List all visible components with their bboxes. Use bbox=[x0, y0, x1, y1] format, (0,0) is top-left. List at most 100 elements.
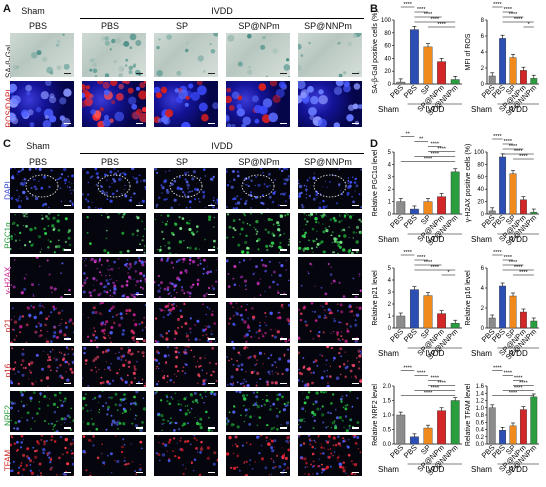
scale-bar bbox=[352, 427, 359, 429]
significance-stars: **** bbox=[519, 270, 528, 276]
y-tick-label: 80 bbox=[477, 162, 484, 168]
ivdd-label: IVDD bbox=[425, 235, 444, 244]
significance-stars: **** bbox=[431, 265, 440, 271]
nucleus-pulposus-outline bbox=[97, 174, 131, 198]
bar bbox=[519, 311, 527, 329]
sham-label: Sham bbox=[378, 235, 399, 244]
ivdd-label: IVDD bbox=[425, 105, 444, 114]
bar bbox=[450, 400, 460, 445]
scale-bar bbox=[352, 293, 359, 295]
y-tick-label: 5 bbox=[388, 150, 392, 156]
scale-bar bbox=[136, 204, 143, 206]
sham-label: Sham bbox=[378, 105, 399, 114]
sa-beta-gal-micrograph bbox=[298, 33, 362, 77]
y-tick-label: 1.6 bbox=[476, 384, 485, 390]
panel-label-b: B bbox=[370, 3, 378, 15]
bar bbox=[519, 199, 527, 215]
scale-bar bbox=[352, 338, 359, 340]
nucleus-pulposus-outline bbox=[25, 174, 59, 198]
y-axis-label: Relative p16 level bbox=[465, 270, 472, 326]
y-tick-label: 4 bbox=[481, 50, 485, 56]
significance-stars: **** bbox=[514, 265, 523, 271]
scale-bar bbox=[208, 122, 215, 124]
panel-c-col-2: PBS bbox=[100, 157, 119, 167]
significance-stars: **** bbox=[417, 7, 426, 13]
panel-label-a: A bbox=[3, 3, 11, 15]
significance-stars: **** bbox=[437, 22, 446, 28]
scale-bar bbox=[280, 338, 287, 340]
significance-stars: **** bbox=[514, 376, 523, 382]
significance-stars: **** bbox=[417, 255, 426, 261]
y-tick-label: 4 bbox=[388, 278, 392, 284]
gamma-h2ax-micrograph bbox=[154, 257, 218, 298]
y-tick-label: 20 bbox=[384, 69, 391, 75]
significance-stars: ** bbox=[405, 132, 410, 138]
dapi-micrograph bbox=[298, 168, 362, 209]
scale-bar bbox=[64, 204, 71, 206]
ivdd-label: IVDD bbox=[425, 465, 444, 474]
y-axis-label: Relative p21 level bbox=[372, 270, 379, 326]
pgc1a-micrograph bbox=[10, 212, 74, 254]
significance-stars: **** bbox=[403, 366, 412, 372]
y-tick-label: 1.4 bbox=[476, 391, 485, 397]
bar bbox=[488, 407, 496, 445]
panel-c-col-5: SP@NNPm bbox=[304, 157, 352, 167]
scale-bar bbox=[280, 72, 287, 74]
ivdd-label: IVDD bbox=[425, 349, 444, 358]
p16-micrograph bbox=[298, 346, 362, 387]
scale-bar bbox=[64, 72, 71, 74]
sham-label: Sham bbox=[471, 105, 492, 114]
y-axis-label: MFI of ROS bbox=[465, 33, 472, 70]
nucleus-pulposus-outline bbox=[241, 174, 275, 198]
x-tick-label: PBS bbox=[402, 83, 419, 100]
scale-bar bbox=[352, 382, 359, 384]
significance-stars: **** bbox=[504, 371, 513, 377]
scale-bar bbox=[64, 471, 71, 473]
y-tick-label: 4 bbox=[481, 286, 485, 292]
scale-bar bbox=[64, 249, 71, 251]
scale-bar bbox=[280, 293, 287, 295]
y-tick-label: 1.2 bbox=[476, 399, 485, 405]
bar bbox=[519, 409, 527, 445]
pgc1a-micrograph bbox=[82, 212, 146, 254]
bar bbox=[423, 46, 433, 85]
panel-a-col-4: SP@NPm bbox=[238, 21, 280, 31]
scale-bar bbox=[352, 72, 359, 74]
scale-bar bbox=[136, 72, 143, 74]
nucleus-pulposus-outline bbox=[169, 174, 203, 198]
scale-bar bbox=[136, 338, 143, 340]
y-tick-label: 8 bbox=[481, 18, 485, 24]
p16-micrograph bbox=[82, 346, 146, 387]
scale-bar bbox=[208, 293, 215, 295]
significance-stars: **** bbox=[424, 391, 433, 397]
y-tick-label: 60 bbox=[384, 44, 391, 50]
nrf2-micrograph bbox=[10, 390, 74, 432]
panel-a-ivdd-bracket bbox=[80, 18, 364, 19]
scale-bar bbox=[64, 427, 71, 429]
scale-bar bbox=[352, 122, 359, 124]
ivdd-label: IVDD bbox=[509, 105, 528, 114]
y-tick-label: 1.0 bbox=[476, 406, 485, 412]
bar bbox=[450, 171, 460, 215]
y-tick-label: 6 bbox=[481, 34, 485, 40]
y-axis-label: Relative PGC1α level bbox=[372, 149, 379, 216]
panel-label-d: D bbox=[370, 138, 378, 150]
bar bbox=[396, 414, 406, 445]
scale-bar bbox=[136, 427, 143, 429]
y-tick-label: 100 bbox=[474, 150, 485, 156]
y-tick-label: 0 bbox=[481, 82, 485, 88]
p16-micrograph bbox=[226, 346, 290, 387]
ivdd-label: IVDD bbox=[509, 465, 528, 474]
pgc1a-micrograph bbox=[154, 212, 218, 254]
scale-bar bbox=[64, 338, 71, 340]
y-tick-label: 0 bbox=[388, 82, 392, 88]
dapi-micrograph bbox=[154, 168, 218, 209]
scale-bar bbox=[208, 471, 215, 473]
significance-stars: **** bbox=[493, 2, 502, 8]
significance-stars: **** bbox=[514, 17, 523, 23]
bar bbox=[530, 396, 538, 445]
tfam-micrograph bbox=[154, 435, 218, 476]
y-tick-label: 0.0 bbox=[476, 442, 485, 448]
